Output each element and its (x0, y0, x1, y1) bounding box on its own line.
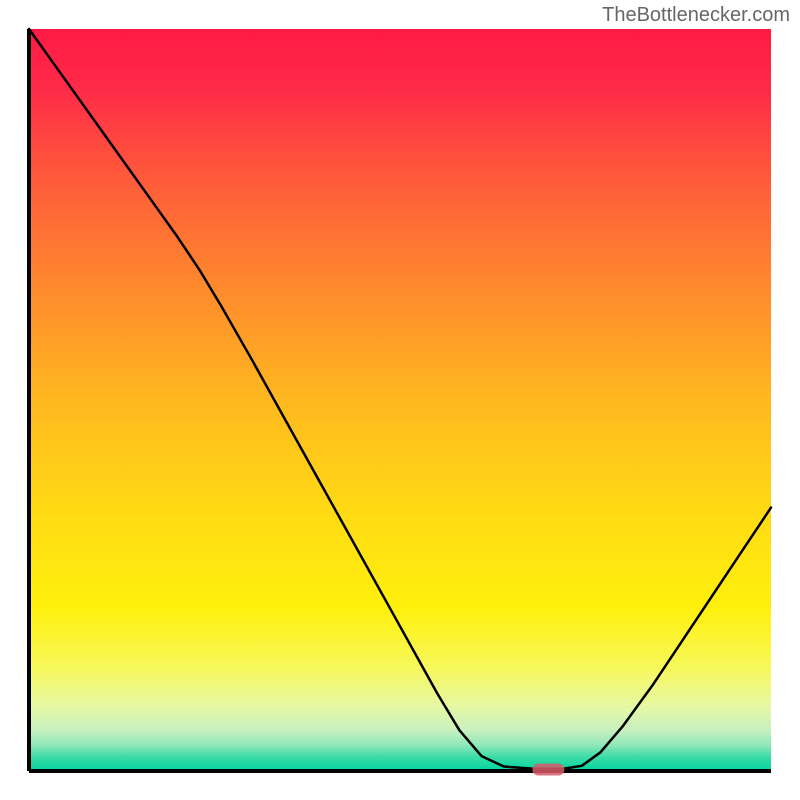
optimal-marker (532, 764, 564, 776)
plot-background (29, 29, 771, 771)
bottleneck-chart (0, 0, 800, 800)
watermark-text: TheBottlenecker.com (602, 4, 790, 27)
chart-container: TheBottlenecker.com (0, 0, 800, 800)
